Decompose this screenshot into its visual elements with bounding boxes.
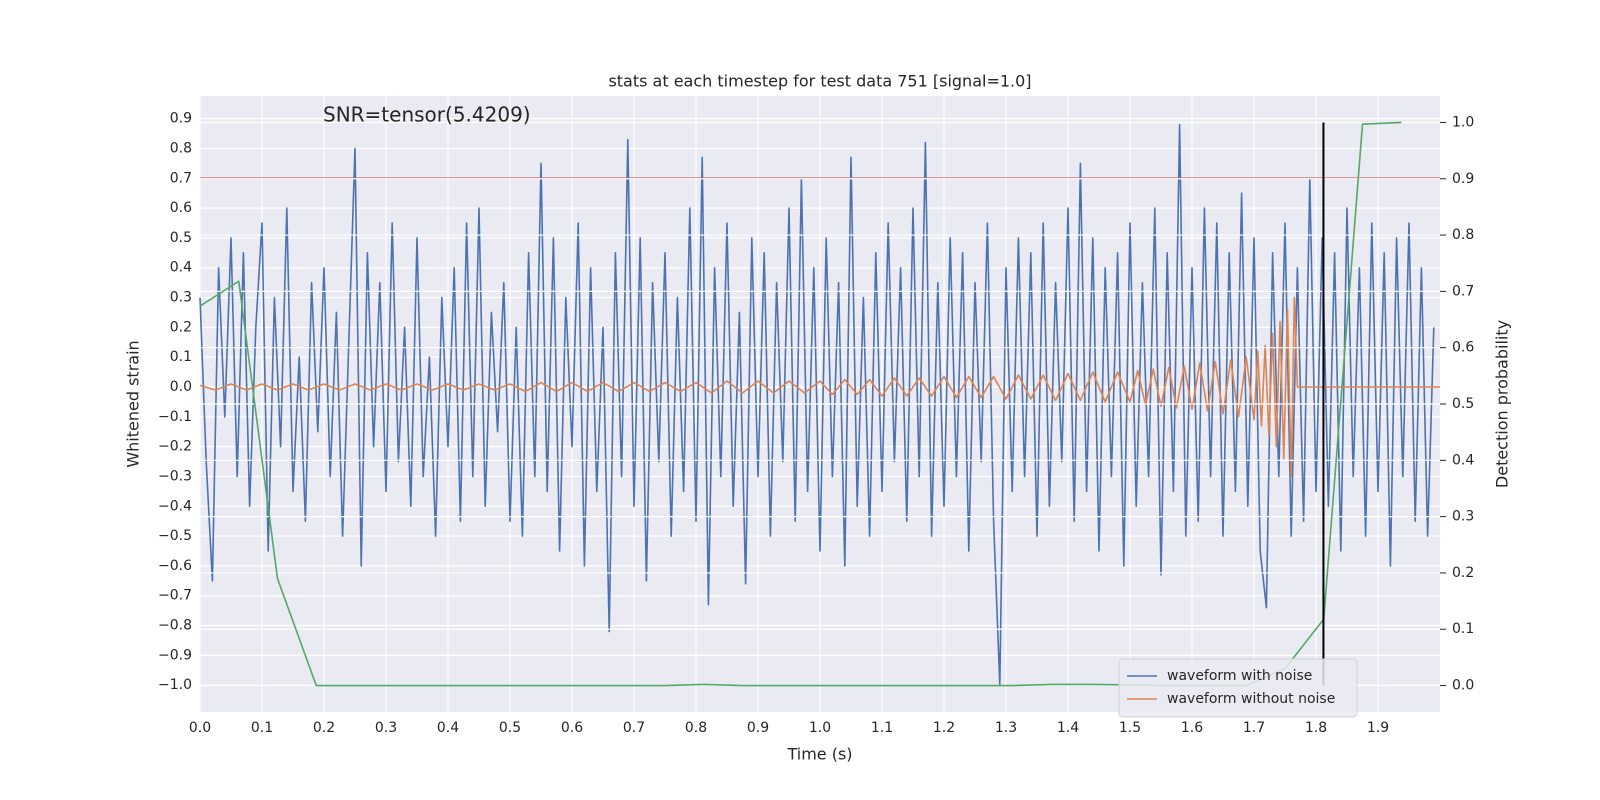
- y2-tick-label: 0.5: [1452, 396, 1474, 412]
- y2-tick-label: 0.4: [1452, 452, 1474, 468]
- x-tick-label: 0.5: [499, 720, 521, 736]
- y2-tick-label: 0.7: [1452, 283, 1474, 299]
- y-tick-label: 0.6: [170, 200, 192, 216]
- x-tick-label: 0.7: [623, 720, 645, 736]
- x-tick-label: 0.3: [375, 720, 397, 736]
- x-tick-label: 1.9: [1367, 720, 1389, 736]
- y-tick-label: −0.3: [158, 468, 192, 484]
- y-axis-label: Whitened strain: [124, 340, 143, 467]
- x-tick-label: 0.4: [437, 720, 459, 736]
- y-tick-label: −0.5: [158, 528, 192, 544]
- y2-tick-label: 0.0: [1452, 678, 1474, 694]
- x-tick-label: 1.7: [1243, 720, 1265, 736]
- x-tick-label: 0.2: [313, 720, 335, 736]
- y-tick-label: −0.2: [158, 439, 192, 455]
- y2-tick-label: 0.6: [1452, 340, 1474, 356]
- x-tick-label: 1.5: [1119, 720, 1141, 736]
- x-tick-label: 0.1: [251, 720, 273, 736]
- y2-tick-label: 0.2: [1452, 565, 1474, 581]
- x-tick-label: 1.2: [933, 720, 955, 736]
- y-tick-label: 0.2: [170, 319, 192, 335]
- x-axis-label: Time (s): [786, 745, 852, 764]
- y-tick-label: −1.0: [158, 677, 192, 693]
- annotation: SNR=tensor(5.4209): [323, 103, 531, 127]
- y-tick-label: 0.1: [170, 349, 192, 365]
- legend-label: waveform without noise: [1167, 691, 1335, 707]
- legend-label: waveform with noise: [1167, 668, 1312, 684]
- chart-title: stats at each timestep for test data 751…: [608, 72, 1031, 91]
- y-tick-label: −0.6: [158, 558, 192, 574]
- y-tick-label: 0.9: [170, 111, 192, 127]
- x-tick-label: 1.8: [1305, 720, 1327, 736]
- y-tick-label: −0.4: [158, 498, 192, 514]
- legend-box: [1118, 658, 1358, 718]
- y2-tick-label: 0.9: [1452, 171, 1474, 187]
- y2-tick-label: 1.0: [1452, 114, 1474, 130]
- y-tick-label: −0.8: [158, 618, 192, 634]
- y-tick-label: −0.7: [158, 588, 192, 604]
- x-tick-label: 0.0: [189, 720, 211, 736]
- x-tick-label: 0.6: [561, 720, 583, 736]
- y-tick-label: 0.5: [170, 230, 192, 246]
- y2-tick-label: 0.8: [1452, 227, 1474, 243]
- x-tick-label: 1.6: [1181, 720, 1203, 736]
- y2-axis-label: Detection probability: [1493, 320, 1512, 488]
- series-line: [199, 296, 1440, 478]
- y-tick-label: 0.3: [170, 290, 192, 306]
- y2-tick-label: 0.3: [1452, 509, 1474, 525]
- x-tick-label: 1.0: [809, 720, 831, 736]
- x-tick-label: 0.9: [747, 720, 769, 736]
- y-tick-label: 0.8: [170, 140, 192, 156]
- x-tick-label: 1.3: [995, 720, 1017, 736]
- y-tick-label: 0.7: [170, 170, 192, 186]
- y-tick-label: 0.4: [170, 260, 192, 276]
- series-line: [199, 123, 1435, 686]
- y-tick-label: 0.0: [170, 379, 192, 395]
- x-tick-label: 1.1: [871, 720, 893, 736]
- y-tick-label: −0.1: [158, 409, 192, 425]
- y-tick-label: −0.9: [158, 647, 192, 663]
- y2-tick-label: 0.1: [1452, 621, 1474, 637]
- x-tick-label: 1.4: [1057, 720, 1079, 736]
- legend: waveform with noise waveform without nois…: [1118, 658, 1358, 718]
- x-tick-label: 0.8: [685, 720, 707, 736]
